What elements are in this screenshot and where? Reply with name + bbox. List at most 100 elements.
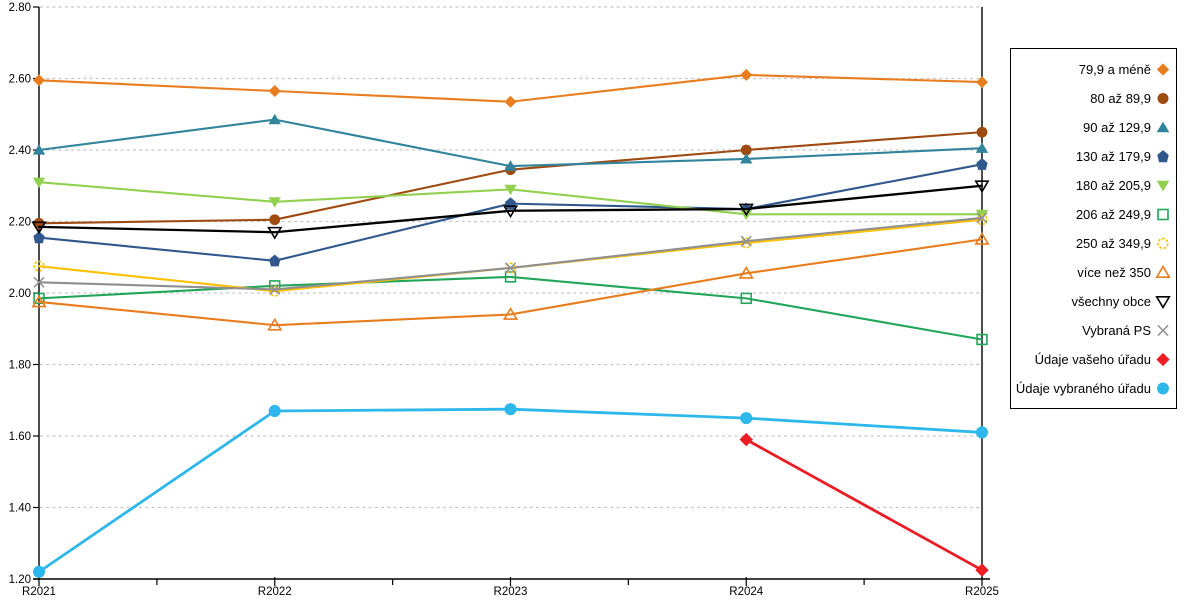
series-marker-130-a-179-9	[33, 231, 45, 244]
series-marker-90-a-129-9	[975, 142, 989, 153]
series-marker-daje-va-eho-adu	[975, 563, 989, 577]
series-marker-v-echny-obce	[502, 205, 519, 219]
legend-marker-v-echny-obce	[1155, 296, 1171, 309]
series-marker-80-a-89-9	[740, 144, 752, 156]
legend-item-206-a-249-9: 206 až 249,9	[1011, 200, 1176, 229]
legend-marker-glyph-daje-va-eho-adu	[1156, 352, 1170, 367]
series-marker-vybran-ps	[976, 212, 988, 224]
x-cross-stroke	[504, 262, 517, 274]
series-marker-vybran-ps	[740, 235, 752, 247]
legend-item-vybran-ps: Vybraná PS	[1011, 316, 1176, 345]
series-marker-90-a-129-9	[32, 144, 46, 155]
legend-label-79-9-a-m-n: 79,9 a méně	[1078, 62, 1151, 77]
legend-label-v-echny-obce: všechny obce	[1071, 294, 1152, 309]
legend-label-90-a-129-9: 90 až 129,9	[1083, 120, 1151, 135]
x-cross-stroke	[976, 212, 988, 224]
series-line-130-a-179-9	[37, 163, 984, 262]
series-marker-79-9-a-m-n	[268, 85, 281, 98]
series-daje-vybran-ho-adu	[32, 403, 989, 578]
legend-marker-glyph-daje-vybran-ho-adu	[1157, 382, 1169, 395]
series-marker-vybran-ps	[269, 283, 281, 295]
series-v-ce-ne-350	[31, 232, 990, 331]
series-marker-130-a-179-9	[504, 197, 517, 210]
legend-item-250-a-349-9: 250 až 349,9	[1011, 229, 1176, 258]
series-line-daje-va-eho-adu	[744, 438, 984, 572]
series-marker-79-9-a-m-n	[33, 74, 45, 87]
legend-marker-250-a-349-9	[1157, 237, 1169, 250]
y-axis-tick-label: 1.60	[9, 431, 31, 443]
series-marker-79-9-a-m-n	[504, 95, 517, 108]
series-marker-80-a-89-9	[269, 214, 281, 226]
series-marker-250-a-349-9	[269, 285, 281, 297]
legend-marker-90-a-129-9	[1156, 121, 1170, 133]
series-marker-daje-vybran-ho-adu	[740, 412, 753, 425]
axes: 1.20 1.40 1.60 1.80 2.00 2.20 2.40 2.60 2.80 R202…	[9, 2, 999, 598]
series-marker-v-ce-ne-350	[502, 307, 519, 320]
x-axis-tick-label: R2022	[258, 586, 292, 598]
series-90-a-129-9	[32, 113, 989, 171]
legend-label-80-a-89-9: 80 až 89,9	[1090, 91, 1151, 106]
legend-label-daje-va-eho-adu: Údaje vašeho úřadu	[1034, 352, 1151, 367]
series-v-echny-obce	[31, 180, 990, 240]
series-marker-250-a-349-9	[33, 260, 45, 272]
series-marker-v-echny-obce	[31, 221, 47, 235]
legend-marker-daje-va-eho-adu	[1156, 352, 1170, 367]
series-130-a-179-9	[33, 158, 988, 267]
series-line-v-ce-ne-350	[37, 238, 984, 327]
legend-label-daje-vybran-ho-adu: Údaje vybraného úřadu	[1015, 381, 1151, 396]
y-axis-tick-label: 2.00	[9, 288, 31, 300]
legend-label-180-a-205-9: 180 až 205,9	[1075, 178, 1151, 193]
series-marker-250-a-349-9	[740, 237, 752, 249]
series-line-vybran-ps	[37, 216, 984, 291]
legend-box: 79,9 a méně 80 až 89,9 90 až 129,9 130 až 1…	[1010, 48, 1177, 409]
series-daje-va-eho-adu	[739, 432, 989, 577]
y-axis-tick-label: 2.20	[9, 217, 31, 229]
series-line-206-a-249-9	[37, 275, 984, 341]
gridlines	[40, 6, 981, 509]
series-marker-206-a-249-9	[504, 271, 517, 283]
legend-marker-glyph-250-a-349-9	[1157, 237, 1169, 250]
legend-marker-glyph-130-a-179-9	[1157, 150, 1169, 163]
series-marker-206-a-249-9	[33, 292, 45, 305]
series-marker-daje-vybran-ho-adu	[32, 565, 46, 578]
series-marker-v-ce-ne-350	[974, 232, 990, 245]
series-marker-79-9-a-m-n	[740, 68, 753, 81]
x-cross-stroke	[33, 276, 45, 288]
legend-marker-glyph-v-echny-obce	[1155, 296, 1171, 309]
legend-marker-glyph-180-a-205-9	[1156, 180, 1170, 192]
series-marker-v-echny-obce	[974, 180, 990, 194]
series-marker-v-ce-ne-350	[31, 294, 47, 308]
series-marker-206-a-249-9	[976, 333, 988, 346]
series-marker-90-a-129-9	[504, 160, 517, 171]
legend-marker-130-a-179-9	[1157, 150, 1169, 163]
legend-marker-206-a-249-9	[1157, 208, 1169, 221]
legend-item-daje-va-eho-adu: Údaje vašeho úřadu	[1011, 345, 1176, 374]
legend-item-v-ce-ne-350: více než 350	[1011, 258, 1176, 287]
series-marker-daje-va-eho-adu	[739, 432, 753, 447]
legend-marker-glyph-90-a-129-9	[1156, 121, 1170, 133]
series-marker-250-a-349-9	[976, 214, 988, 226]
legend-marker-180-a-205-9	[1156, 180, 1170, 192]
series-marker-130-a-179-9	[269, 254, 281, 267]
y-axis-tick-label: 2.60	[9, 74, 31, 86]
series-206-a-249-9	[33, 271, 988, 346]
legend-item-80-a-89-9: 80 až 89,9	[1011, 84, 1176, 113]
legend-label-250-a-349-9: 250 až 349,9	[1075, 236, 1151, 251]
legend-item-79-9-a-m-n: 79,9 a méně	[1011, 55, 1176, 84]
y-axis-tick-label: 1.20	[9, 574, 31, 586]
series-marker-130-a-179-9	[976, 158, 988, 170]
y-axis-tick-label: 2.40	[9, 145, 31, 157]
series-marker-180-a-205-9	[504, 184, 517, 196]
series-marker-206-a-249-9	[740, 292, 752, 305]
legend-item-130-a-179-9: 130 až 179,9	[1011, 142, 1176, 171]
series-marker-vybran-ps	[33, 276, 45, 288]
legend-marker-glyph-80-a-89-9	[1157, 92, 1169, 105]
series-marker-v-ce-ne-350	[738, 265, 754, 279]
series-vybran-ps	[33, 212, 988, 295]
legend-marker-80-a-89-9	[1157, 92, 1169, 105]
legend-item-180-a-205-9: 180 až 205,9	[1011, 171, 1176, 200]
legend-marker-79-9-a-m-n	[1156, 63, 1170, 76]
series-marker-90-a-129-9	[740, 153, 753, 164]
